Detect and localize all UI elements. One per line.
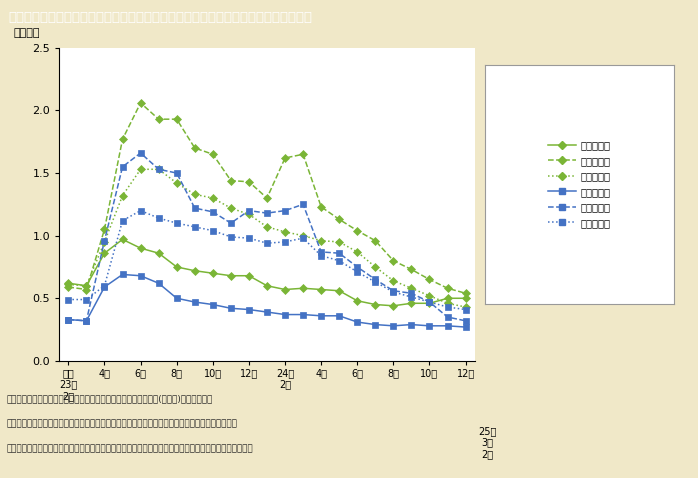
Text: ２．雇用保険受給者実人員には，個別延長給付，特別延長給付，広域延長給付を含む。: ２．雇用保険受給者実人員には，個別延長給付，特別延長給付，広域延長給付を含む。 <box>7 419 238 428</box>
Text: 25年
3月
2月: 25年 3月 2月 <box>478 426 496 459</box>
Legend: 岩手県女性, 宮城県女性, 福島県女性, 岩手県男性, 宮城県男性, 福島県男性: 岩手県女性, 宮城県女性, 福島県女性, 岩手県男性, 宮城県男性, 福島県男性 <box>542 134 617 234</box>
Text: （万人）: （万人） <box>14 28 40 38</box>
Text: 第１－８－７図　岩手県・宮城県・福島県の雇用保険受給者実人員の推移（男女別）: 第１－８－７図 岩手県・宮城県・福島県の雇用保険受給者実人員の推移（男女別） <box>8 11 313 24</box>
Text: （備考）　１．厚生労働省「被災３県の現在の雇用状況（月次）(男女別)」より作成。: （備考） １．厚生労働省「被災３県の現在の雇用状況（月次）(男女別)」より作成。 <box>7 394 214 403</box>
Text: ３．雇用保険の数値は自発的失業や定年退職，その他特例（休業，一時離職）対象分も含む。: ３．雇用保険の数値は自発的失業や定年退職，その他特例（休業，一時離職）対象分も含… <box>7 444 254 453</box>
